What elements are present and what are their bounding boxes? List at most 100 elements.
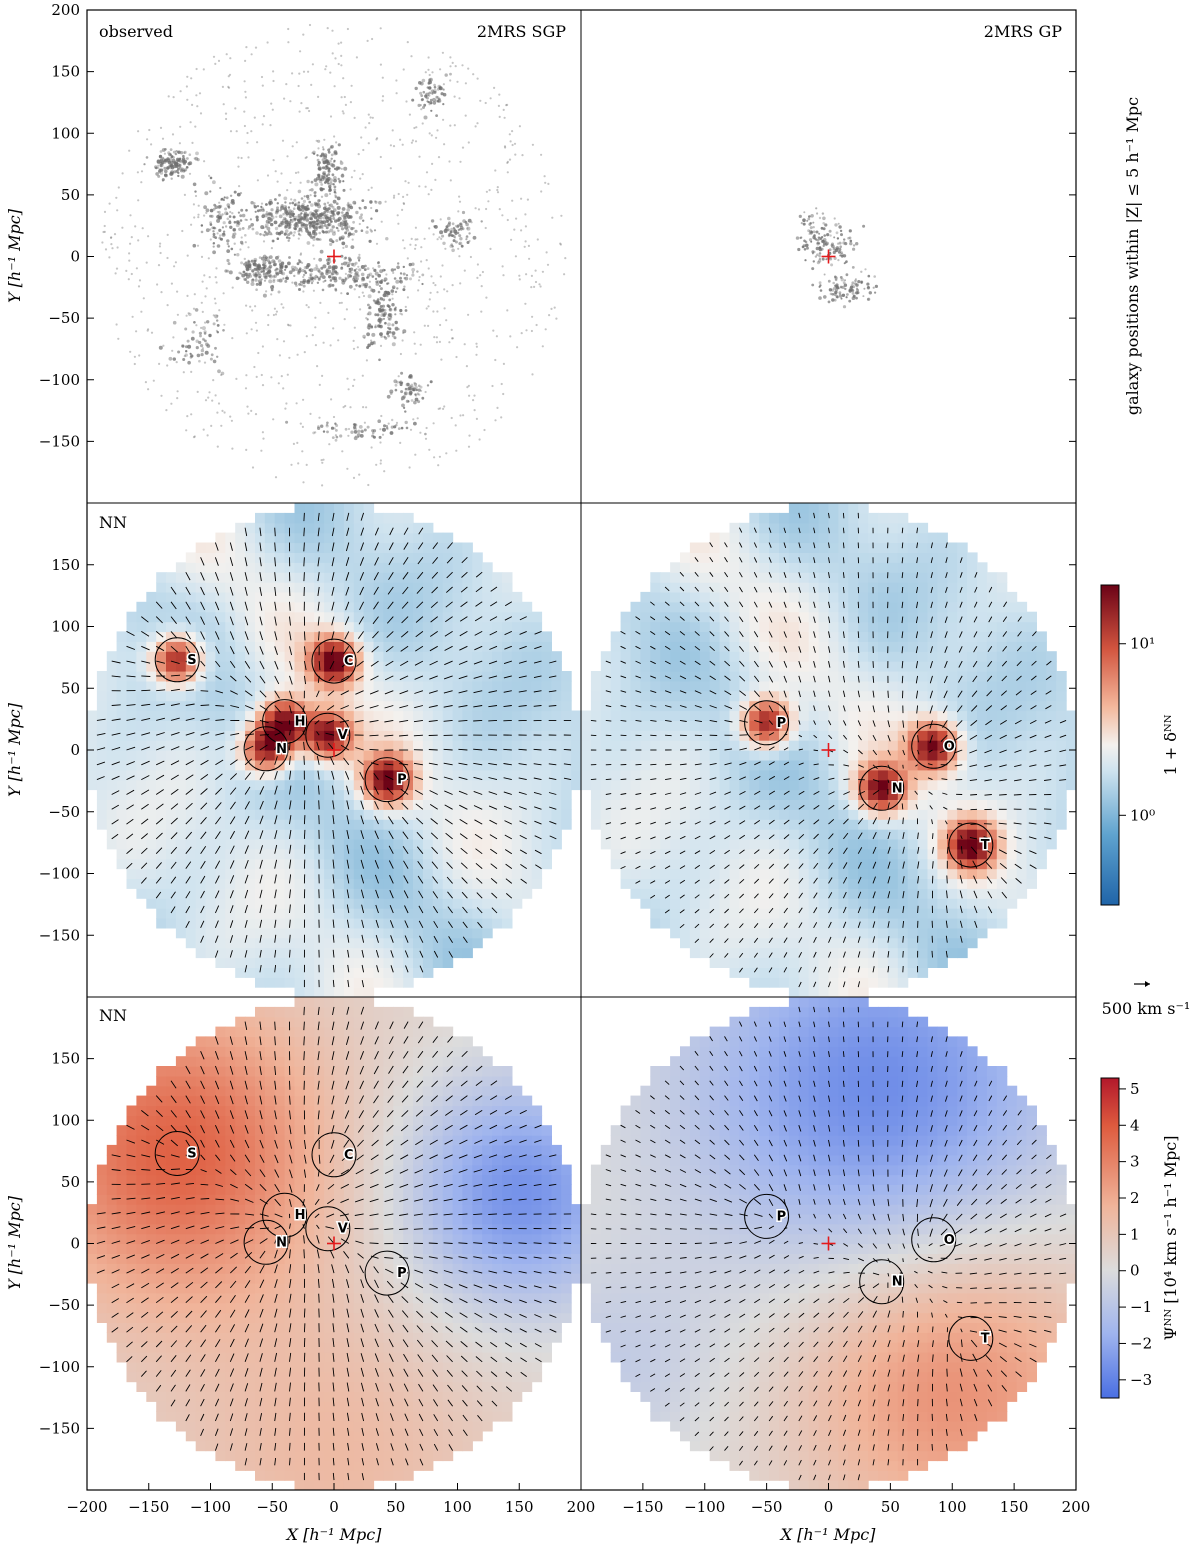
- galaxy-point: [302, 70, 306, 73]
- galaxy-point: [395, 279, 400, 284]
- field-cell: [343, 918, 355, 929]
- field-cell: [175, 868, 187, 880]
- field-cell: [225, 661, 236, 672]
- field-cell: [195, 591, 207, 603]
- field-cell: [462, 799, 473, 810]
- field-cell: [353, 522, 365, 534]
- galaxy-point: [369, 116, 372, 119]
- galaxy-point: [435, 336, 438, 339]
- galaxy-point: [224, 211, 229, 216]
- velocity-arrow: [314, 705, 320, 712]
- field-cell: [166, 809, 177, 820]
- field-cell: [413, 522, 424, 534]
- galaxy-point: [177, 171, 180, 175]
- galaxy-point: [159, 242, 162, 245]
- velocity-arrow: [156, 760, 165, 766]
- field-cell: [343, 759, 355, 771]
- field-cell: [284, 661, 296, 672]
- field-cell: [383, 661, 394, 672]
- field-cell: [264, 947, 276, 959]
- galaxy-point: [806, 246, 809, 250]
- field-cell: [175, 572, 187, 583]
- galaxy-point: [506, 309, 509, 312]
- galaxy-point: [266, 41, 269, 44]
- galaxy-point: [396, 287, 399, 290]
- field-cell: [245, 641, 256, 652]
- galaxy-point: [182, 160, 186, 165]
- galaxy-point: [475, 345, 478, 348]
- field-cell: [353, 621, 365, 633]
- field-cell: [511, 769, 523, 781]
- field-cell: [156, 908, 167, 919]
- field-cell: [383, 957, 394, 968]
- galaxy-point: [397, 375, 400, 378]
- galaxy-point: [250, 53, 253, 56]
- galaxy-point: [816, 212, 819, 215]
- velocity-arrow: [259, 527, 262, 537]
- galaxy-point: [280, 172, 283, 175]
- galaxy-point: [345, 228, 350, 232]
- galaxy-point: [848, 289, 851, 292]
- field-cell: [353, 671, 365, 682]
- galaxy-point: [197, 213, 200, 216]
- field-cell: [274, 661, 286, 672]
- field-cell: [284, 759, 296, 771]
- field-cell: [393, 651, 404, 662]
- field-cell: [245, 671, 256, 682]
- galaxy-point: [359, 177, 362, 180]
- galaxy-point: [332, 199, 337, 204]
- galaxy-point: [421, 78, 426, 83]
- galaxy-point: [485, 190, 488, 193]
- velocity-arrow: [244, 919, 248, 928]
- field-cell: [294, 542, 305, 553]
- galaxy-point: [352, 227, 355, 230]
- galaxy-point: [273, 274, 277, 278]
- field-cell: [413, 700, 424, 712]
- galaxy-point: [823, 234, 826, 237]
- galaxy-point: [179, 166, 182, 169]
- field-cell: [482, 789, 493, 800]
- galaxy-point: [254, 305, 257, 308]
- field-cell: [166, 621, 177, 633]
- field-cell: [432, 562, 444, 573]
- galaxy-point: [443, 288, 446, 291]
- galaxy-point: [337, 62, 340, 66]
- galaxy-point: [381, 95, 385, 98]
- galaxy-point: [417, 400, 421, 404]
- galaxy-point: [812, 234, 816, 238]
- field-cell: [531, 621, 543, 633]
- galaxy-point: [340, 301, 343, 304]
- field-cell: [413, 918, 424, 929]
- field-cell: [373, 750, 384, 761]
- galaxy-point: [400, 313, 404, 316]
- field-cell: [156, 720, 167, 731]
- galaxy-point: [222, 292, 225, 295]
- galaxy-point: [260, 449, 263, 452]
- galaxy-point: [186, 98, 189, 101]
- galaxy-point: [309, 268, 314, 273]
- galaxy-point: [531, 143, 535, 146]
- field-cell: [472, 740, 483, 751]
- velocity-arrow: [185, 861, 192, 869]
- field-cell: [205, 848, 217, 860]
- galaxy-point: [216, 232, 219, 235]
- galaxy-point: [436, 129, 439, 132]
- field-cell: [205, 710, 217, 721]
- galaxy-point: [233, 232, 237, 236]
- field-cell: [314, 572, 325, 583]
- velocity-arrow: [185, 788, 194, 795]
- galaxy-point: [836, 237, 840, 240]
- galaxy-point: [475, 353, 478, 356]
- field-cell: [324, 809, 335, 820]
- galaxy-point: [418, 275, 421, 279]
- field-cell: [413, 799, 424, 810]
- galaxy-point: [341, 241, 346, 246]
- galaxy-point: [320, 266, 324, 270]
- field-cell: [482, 888, 493, 899]
- galaxy-point: [275, 272, 280, 276]
- galaxy-point: [193, 293, 196, 296]
- galaxy-point: [300, 204, 305, 209]
- velocity-arrow: [229, 586, 234, 596]
- field-cell: [551, 769, 562, 781]
- galaxy-point: [402, 202, 406, 206]
